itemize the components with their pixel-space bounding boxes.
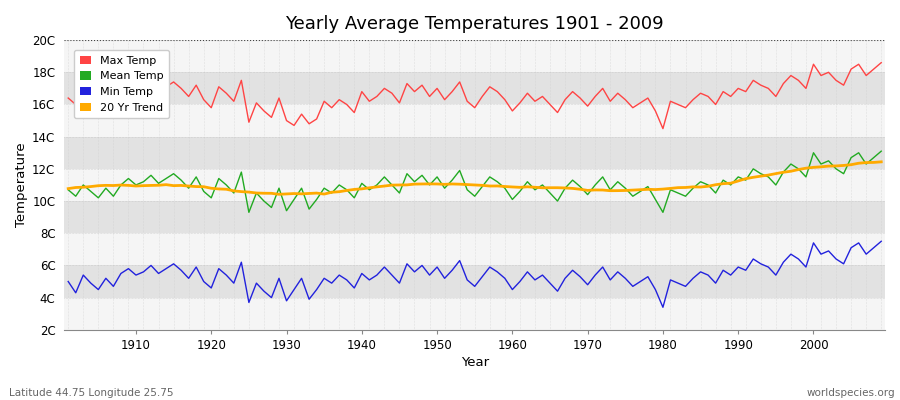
X-axis label: Year: Year bbox=[461, 356, 489, 369]
Text: Latitude 44.75 Longitude 25.75: Latitude 44.75 Longitude 25.75 bbox=[9, 388, 174, 398]
Legend: Max Temp, Mean Temp, Min Temp, 20 Yr Trend: Max Temp, Mean Temp, Min Temp, 20 Yr Tre… bbox=[74, 50, 169, 118]
Bar bbox=[65, 298, 885, 330]
Bar bbox=[65, 104, 885, 137]
Y-axis label: Temperature: Temperature bbox=[15, 143, 28, 227]
Bar bbox=[65, 40, 885, 72]
Bar bbox=[65, 266, 885, 298]
Title: Yearly Average Temperatures 1901 - 2009: Yearly Average Temperatures 1901 - 2009 bbox=[285, 15, 664, 33]
Bar bbox=[65, 233, 885, 266]
Bar bbox=[65, 137, 885, 169]
Bar bbox=[65, 201, 885, 233]
Bar bbox=[65, 169, 885, 201]
Text: worldspecies.org: worldspecies.org bbox=[807, 388, 896, 398]
Bar bbox=[65, 72, 885, 104]
